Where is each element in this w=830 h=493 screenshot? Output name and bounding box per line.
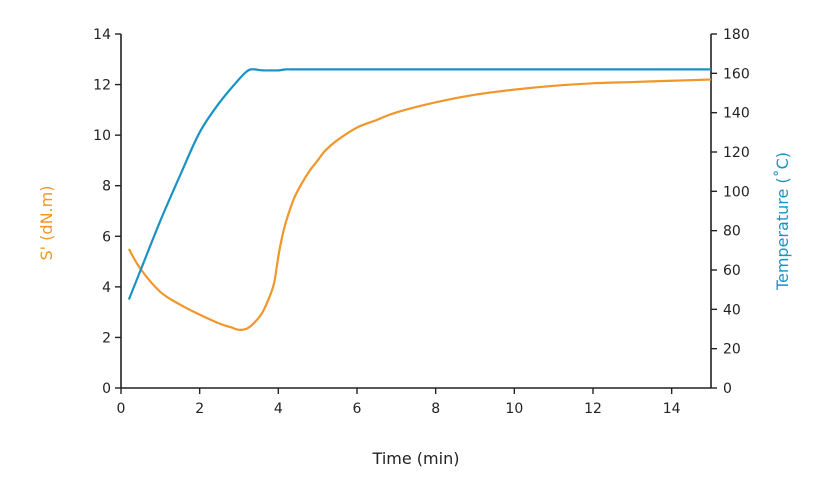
x-tick-label: 14 (663, 401, 681, 417)
right-tick-label: 120 (723, 145, 750, 161)
x-tick-label: 0 (117, 401, 126, 417)
left-tick-label: 10 (93, 128, 111, 144)
x-tick-label: 2 (195, 401, 204, 417)
x-axis: 0 2 4 6 8 10 12 14 (117, 388, 681, 417)
left-tick-label: 0 (102, 381, 111, 397)
left-tick-label: 8 (102, 179, 111, 195)
left-tick-label: 12 (93, 78, 111, 94)
left-axis-title: S' (dN.m) (37, 186, 56, 261)
x-tick-label: 10 (505, 401, 523, 417)
right-tick-label: 160 (723, 66, 750, 82)
left-tick-label: 14 (93, 27, 111, 43)
plot-frame (120, 34, 712, 389)
x-tick-label: 8 (431, 401, 440, 417)
right-tick-label: 100 (723, 184, 750, 200)
x-tick-label: 6 (353, 401, 362, 417)
x-tick-label: 12 (584, 401, 602, 417)
right-tick-label: 40 (723, 302, 741, 318)
right-axis-title: Temperature (˚C) (773, 152, 792, 291)
right-tick-label: 180 (723, 27, 750, 43)
series-line-s-prime (127, 78, 712, 332)
right-tick-label: 0 (723, 381, 732, 397)
right-tick-label: 60 (723, 263, 741, 279)
right-axis: 0 20 40 60 80 100 120 140 160 180 (711, 27, 750, 397)
left-tick-label: 4 (102, 280, 111, 296)
series-line-temperature (127, 68, 711, 300)
left-axis: 0 2 4 6 8 10 12 14 (93, 27, 121, 397)
right-tick-label: 140 (723, 106, 750, 122)
x-axis-title: Time (min) (372, 449, 460, 468)
right-tick-label: 80 (723, 224, 741, 240)
left-tick-label: 2 (102, 330, 111, 346)
left-tick-label: 6 (102, 229, 111, 245)
right-tick-label: 20 (723, 342, 741, 358)
x-tick-label: 4 (274, 401, 283, 417)
